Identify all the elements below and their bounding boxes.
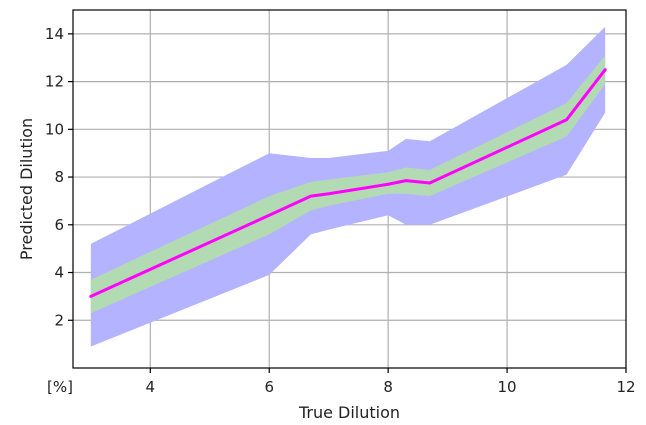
mean-prediction-line — [89, 68, 607, 298]
x-tick-label: 6 — [264, 378, 274, 396]
x-axis-label: True Dilution — [298, 403, 400, 422]
x-tick-label: 4 — [146, 378, 156, 396]
mean-line — [89, 68, 607, 298]
y-tick-label: 12 — [45, 73, 64, 91]
x-axis-ticks: 4 6 8 10 12 — [146, 368, 636, 396]
x-tick-label: 10 — [498, 378, 517, 396]
y-tick-label: 6 — [54, 216, 64, 234]
x-tick-label: 12 — [616, 378, 635, 396]
y-axis-ticks: 2 4 6 8 10 12 14 — [45, 25, 73, 329]
confidence-bands — [90, 26, 606, 347]
x-unit-label: [%] — [47, 378, 73, 396]
y-tick-label: 4 — [54, 264, 64, 282]
plot-frame — [72, 9, 627, 369]
y-axis-label: Predicted Dilution — [17, 118, 36, 260]
y-tick-label: 14 — [45, 25, 64, 43]
y-tick-label: 2 — [54, 311, 64, 329]
y-tick-label: 8 — [54, 168, 64, 186]
inner-band — [90, 55, 606, 314]
x-tick-label: 8 — [383, 378, 393, 396]
y-tick-label: 10 — [45, 120, 64, 138]
